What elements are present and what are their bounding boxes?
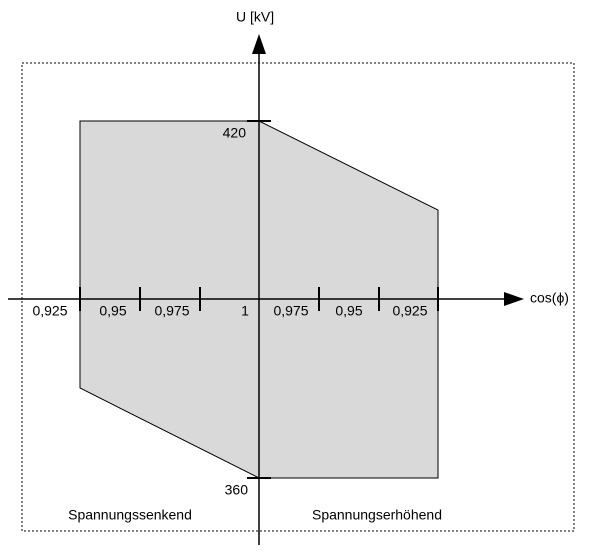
x-label: 0,975 [273, 303, 308, 319]
frame [21, 62, 575, 532]
y-label: 420 [223, 125, 247, 141]
y-arrow [252, 34, 266, 54]
y-label: 360 [225, 482, 249, 498]
x-label: 1 [241, 303, 249, 319]
x-axis-label: cos(ϕ) [530, 290, 569, 306]
x-label: 0,925 [32, 303, 67, 319]
region-label: Spannungssenkend [68, 507, 192, 523]
x-label: 0,95 [335, 303, 362, 319]
x-label: 0,925 [392, 303, 427, 319]
region-label: Spannungserhöhend [312, 507, 442, 523]
x-label: 0,95 [99, 303, 126, 319]
ticks [79, 120, 439, 479]
y-axis-label: U [kV] [236, 9, 274, 25]
x-arrow [504, 292, 524, 306]
x-label: 0,975 [154, 303, 189, 319]
